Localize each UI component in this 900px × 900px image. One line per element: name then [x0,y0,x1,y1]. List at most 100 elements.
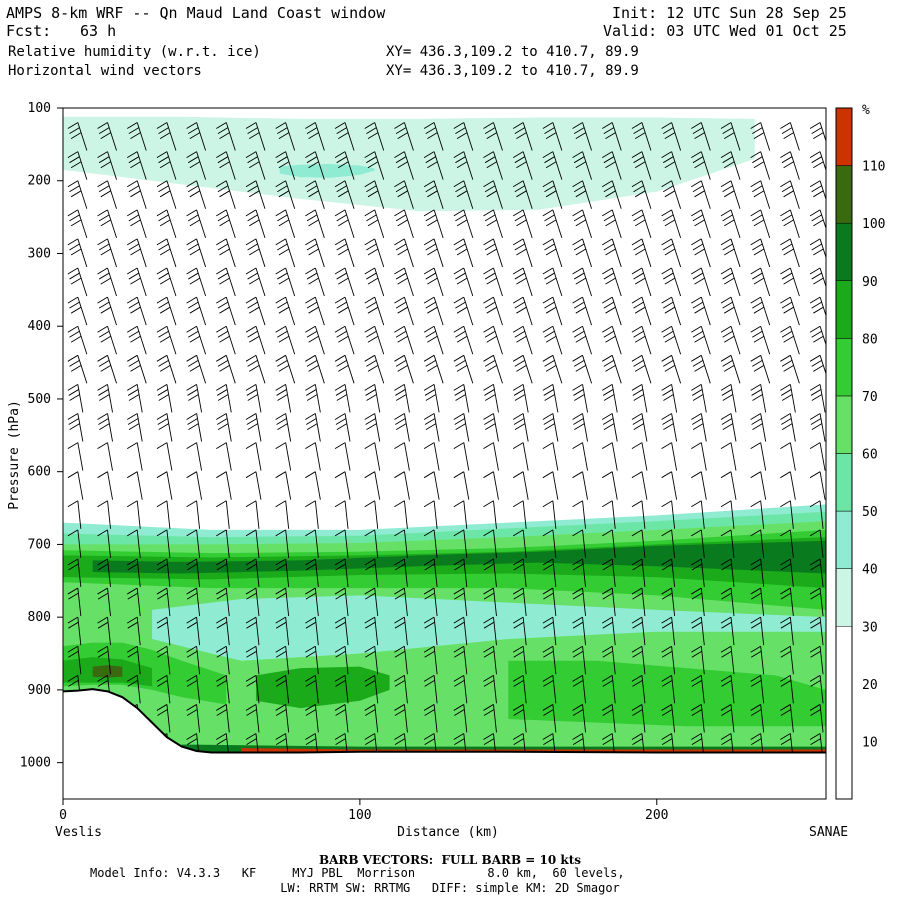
barb-flag [485,394,496,401]
barb-flag [97,621,109,629]
barb-flag [631,442,643,449]
barb-shaft [522,558,527,588]
barb-flag [394,709,406,716]
barb-flag [454,680,465,687]
barb-flag [752,156,763,164]
terrain-layer [63,688,826,799]
barb-flag [781,185,793,193]
barb-shaft [344,471,351,500]
barb-flag [602,674,613,682]
barb-flag [694,248,705,256]
barb-shaft [730,326,741,355]
barb-flag [661,471,672,479]
wind-barb [275,587,290,617]
barb-shaft [641,704,646,733]
barb-shaft [107,355,117,384]
wind-barb [423,500,438,529]
barb-flag [306,394,318,401]
wind-barb [691,442,707,471]
barb-shaft [77,558,82,588]
barb-flag [97,384,108,391]
barb-flag [366,156,377,164]
barb-flag [306,330,318,338]
barb-flag [394,209,405,217]
barb-shaft [463,675,468,704]
barb-shaft [522,646,527,675]
wind-barb [423,704,438,733]
barb-flag [542,209,554,217]
wind-barb [334,704,349,733]
wind-barb [750,674,765,704]
barb-shaft [819,675,824,704]
barb-flag [216,616,227,624]
barb-flag [97,180,108,188]
barb-flag [216,529,227,537]
barb-flag [186,471,197,479]
wind-barb [97,296,117,326]
barb-flag [811,359,822,367]
wind-barb [216,122,236,151]
wind-barb [423,413,440,442]
barb-flag [186,325,197,333]
barb-shaft [641,180,652,209]
barb-flag [633,185,644,193]
wind-barb [572,384,588,413]
barb-shaft [344,675,349,704]
wind-barb [275,238,296,268]
barb-flag [720,413,732,420]
barb-flag [156,587,168,595]
barb-flag [724,248,735,256]
rh-region-1 [279,164,375,178]
barb-shaft [522,267,533,297]
barb-flag [100,364,112,372]
wind-barb [750,413,767,442]
barb-flag [809,500,821,508]
barb-flag [98,389,109,396]
barb-shaft [582,122,592,151]
barb-shaft [255,704,260,733]
barb-flag [186,180,197,188]
barb-shaft [166,500,171,529]
barb-flag [543,563,554,571]
wind-barb [126,384,143,413]
wind-barb [453,442,470,471]
barb-flag [663,359,674,367]
wind-barb [780,238,800,268]
barb-shaft [463,209,474,238]
barb-shaft [700,238,711,268]
barb-flag [455,423,466,430]
barb-flag [246,680,257,687]
colorbar-tick-label: 100 [862,217,885,232]
wind-barb [780,267,800,297]
barb-flag [663,330,674,338]
wind-barb [780,384,796,413]
wind-barb [67,587,82,617]
barb-flag [395,243,407,251]
barb-flag [750,704,761,711]
barb-flag [306,359,318,367]
wind-barb [542,704,557,733]
barb-shaft [760,442,767,471]
barb-flag [602,592,614,600]
wind-barb [156,558,171,588]
barb-shaft [344,209,355,238]
barb-shaft [671,151,682,180]
barb-shaft [522,180,533,209]
barb-shaft [582,558,586,588]
barb-flag [542,704,554,711]
barb-flag [783,190,794,198]
barb-flag [219,364,230,372]
wind-barb [809,500,824,529]
wind-barb [750,471,767,500]
barb-shaft [196,675,201,704]
wind-barb [750,616,765,646]
barb-flag [394,238,405,246]
barb-flag [186,122,197,129]
barb-shaft [552,442,559,471]
barb-flag [572,122,583,129]
barb-shaft [166,326,177,355]
barb-flag [543,592,554,600]
barb-flag [335,621,346,629]
barb-flag [691,592,703,600]
barb-flag [395,185,407,193]
